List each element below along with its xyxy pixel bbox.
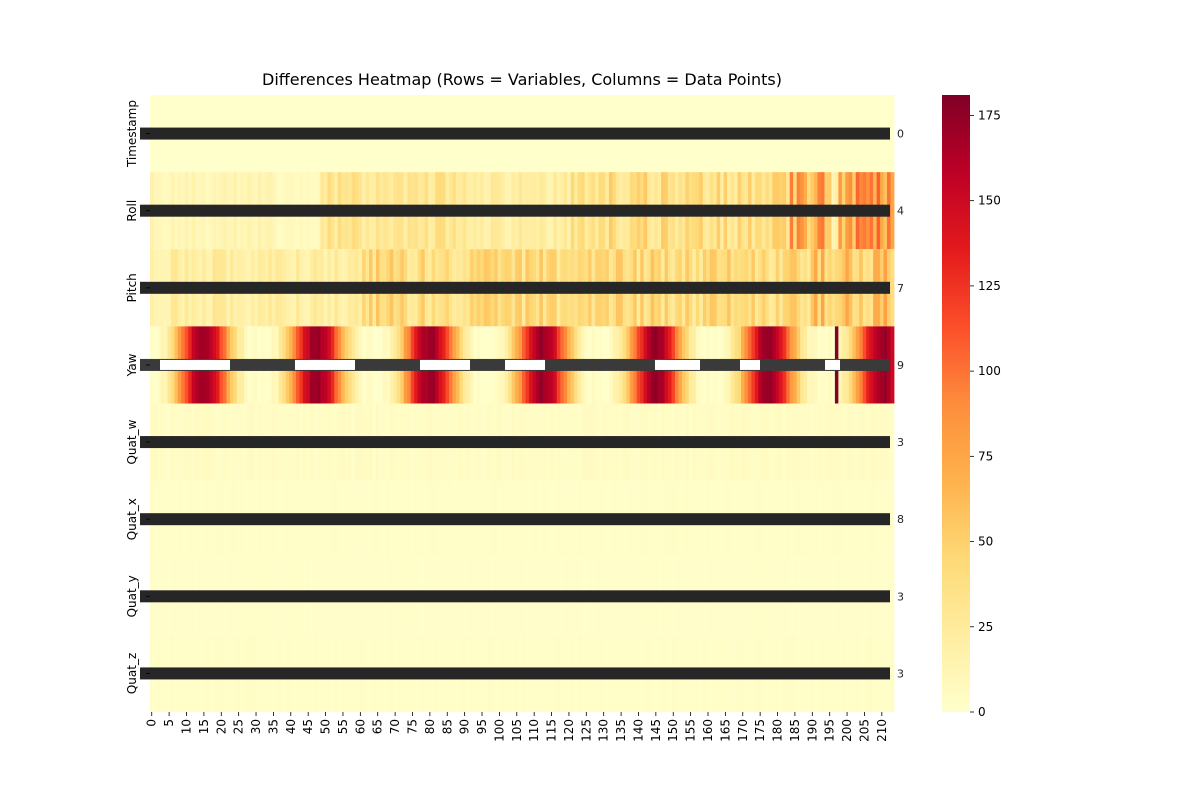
x-tick-label: 50 [319,719,333,734]
y-tick-label: Pitch [125,273,139,302]
x-tick-label: 180 [771,719,785,742]
annotation-band [140,127,890,140]
x-tick-label: 115 [545,719,559,742]
colorbar-gradient [942,95,970,712]
heatmap-cell [890,403,895,481]
heatmap-cell [890,480,895,558]
x-tick-label: 35 [266,719,280,734]
y-tick-label: Roll [125,200,139,222]
x-tick-label: 80 [423,719,437,734]
row-end-annotation: 3 [897,436,904,449]
x-tick-label: 190 [805,719,819,742]
heatmap-cell [890,172,895,250]
x-tick-label: 125 [579,719,593,742]
x-tick-label: 185 [788,719,802,742]
x-tick-label: 70 [388,719,402,734]
annotation-band [140,590,890,603]
colorbar-tick-label: 150 [978,194,1001,208]
x-tick-label: 0 [145,719,159,727]
x-tick-label: 85 [440,719,454,734]
row-end-annotation: 0 [897,128,904,141]
x-tick-label: 95 [475,719,489,734]
x-tick-label: 30 [249,719,263,734]
y-axis: Timestamp Roll Pitch Yaw Quat_w Quat_x Quat_y Q… [125,100,150,694]
x-tick-label: 155 [684,719,698,742]
annotation-band [140,204,890,217]
heatmap-cell [890,95,895,173]
annotation-band [140,513,890,526]
x-tick-label: 205 [857,719,871,742]
x-tick-label: 130 [597,719,611,742]
heatmap-cells [150,95,895,713]
row-end-annotation: 7 [897,282,904,295]
x-tick-label: 15 [197,719,211,734]
x-tick-label: 5 [162,719,176,727]
annotation-light-segment [825,359,840,370]
row-end-annotation: 8 [897,513,904,526]
annotation-band [140,281,890,294]
x-tick-label: 100 [492,719,506,742]
x-tick-label: 170 [736,719,750,742]
colorbar-tick-label: 100 [978,364,1001,378]
x-tick-label: 210 [875,719,889,742]
annotation-light-segment [655,359,700,370]
y-tick-label: Quat_y [125,575,139,617]
y-tick-label: Quat_x [125,498,139,540]
annotation-light-segment [740,359,760,370]
x-tick-label: 55 [336,719,350,734]
chart-title: Differences Heatmap (Rows = Variables, C… [262,70,782,89]
x-tick-label: 65 [371,719,385,734]
annotation-light-segment [295,359,355,370]
x-tick-label: 150 [666,719,680,742]
colorbar-tick-label: 25 [978,620,993,634]
x-tick-label: 120 [562,719,576,742]
x-tick-label: 110 [527,719,541,742]
x-tick-label: 160 [701,719,715,742]
x-tick-label: 145 [649,719,663,742]
y-tick-label: Yaw [125,353,139,377]
x-tick-label: 20 [214,719,228,734]
heatmap-cell [890,326,895,404]
x-tick-label: 75 [405,719,419,734]
heatmap-cell [890,249,895,327]
colorbar-tick-label: 75 [978,449,993,463]
annotation-light-segment [505,359,545,370]
annotation-band [140,436,890,449]
colorbar-tick-label: 125 [978,279,1001,293]
x-tick-label: 105 [510,719,524,742]
colorbar: 0 25 50 75 100 125 150 175 [942,95,1001,719]
x-tick-label: 135 [614,719,628,742]
x-tick-label: 165 [718,719,732,742]
annotation-band [140,667,890,680]
colorbar-tick-label: 0 [978,705,986,719]
x-tick-label: 175 [753,719,767,742]
y-tick-label: Quat_w [125,419,139,464]
x-tick-label: 10 [180,719,194,734]
colorbar-tick-label: 175 [978,108,1001,122]
x-tick-label: 195 [823,719,837,742]
x-tick-label: 40 [284,719,298,734]
row-end-annotation: 9 [897,359,904,372]
row-end-annotation: 4 [897,205,904,218]
colorbar-tick-label: 50 [978,535,993,549]
heatmap-cell [890,557,895,635]
x-tick-label: 200 [840,719,854,742]
annotation-light-segment [420,359,470,370]
x-tick-label: 25 [232,719,246,734]
cell-annotations: 0 4 7 9 3 8 3 3 [140,127,904,680]
heatmap-cell [890,634,895,713]
x-tick-label: 60 [353,719,367,734]
row-end-annotation: 3 [897,590,904,603]
x-tick-label: 90 [458,719,472,734]
x-tick-label: 45 [301,719,315,734]
x-axis: 0 5 10 15 20 25 30 35 40 45 50 55 60 65 70 75 80 85 90 95 10… [145,712,889,742]
y-tick-label: Quat_z [125,653,139,694]
annotation-light-segment [160,359,230,370]
row-end-annotation: 3 [897,667,904,680]
y-tick-label: Timestamp [125,100,139,168]
x-tick-label: 140 [631,719,645,742]
